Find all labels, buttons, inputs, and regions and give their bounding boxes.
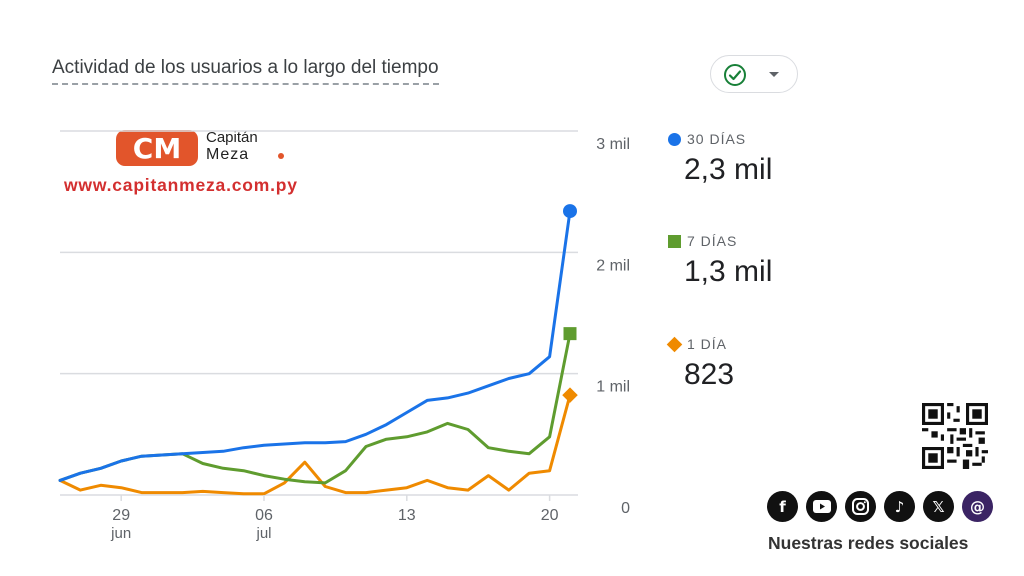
legend-label: 1 DÍA (687, 336, 728, 352)
threads-icon[interactable]: @ (962, 491, 993, 522)
legend-item-7-dias: 7 DÍAS 1,3 mil (668, 233, 772, 289)
x-tick-sublabel: jun (110, 525, 131, 542)
social-icons: f ♪ 𝕏 @ (767, 491, 993, 522)
series-end-marker (563, 327, 577, 341)
y-tick-label: 1 mil (596, 379, 630, 396)
x-tick-label: 13 (398, 507, 416, 524)
caret-down-icon (769, 72, 779, 77)
legend-item-30-dias: 30 DÍAS 2,3 mil (668, 131, 772, 187)
x-tick-sublabel: jul (255, 525, 271, 542)
brand-name-line2: Meza (206, 146, 250, 163)
website-url[interactable]: www.capitanmeza.com.py (64, 175, 298, 195)
status-dropdown[interactable] (710, 55, 798, 93)
legend-item-1-dia: 1 DÍA 823 (666, 336, 735, 392)
legend-diamond-marker (666, 336, 683, 352)
grid-lines (60, 130, 578, 496)
series-end-marker (562, 387, 578, 403)
brand-logo: CM Capitán Meza (116, 130, 296, 170)
legend-circle-marker (668, 132, 681, 146)
legend-label: 30 DÍAS (687, 131, 747, 147)
y-tick-label: 2 mil (596, 257, 630, 274)
check-circle-icon (724, 64, 746, 86)
logo-letters: CM (133, 132, 181, 165)
legend-square-marker (668, 234, 681, 248)
youtube-icon[interactable] (806, 491, 837, 522)
series-line (58, 209, 572, 482)
brand-dot (278, 153, 284, 159)
chart-title: Actividad de los usuarios a lo largo del… (52, 57, 439, 85)
x-tick-label: 29 (112, 507, 130, 524)
series-line (58, 393, 572, 496)
legend-value: 2,3 mil (684, 153, 773, 186)
chart-series (58, 204, 578, 496)
cm-logo-mark: CM (116, 130, 198, 166)
tiktok-icon[interactable]: ♪ (884, 491, 915, 522)
y-tick-label: 0 (621, 500, 630, 517)
qr-code-icon[interactable] (922, 403, 988, 469)
y-tick-label: 3 mil (596, 136, 630, 153)
series-line (58, 332, 572, 485)
instagram-icon[interactable] (845, 491, 876, 522)
legend-label: 7 DÍAS (687, 233, 738, 249)
series-end-marker (563, 204, 577, 219)
x-tick-label: 20 (541, 507, 559, 524)
legend-value: 1,3 mil (684, 255, 773, 288)
legend-value: 823 (684, 358, 735, 391)
x-icon[interactable]: 𝕏 (923, 491, 954, 522)
facebook-icon[interactable]: f (767, 491, 798, 522)
social-caption: Nuestras redes sociales (768, 533, 969, 553)
brand-name-line1: Capitán (206, 129, 258, 146)
x-tick-label: 06 (255, 507, 273, 524)
